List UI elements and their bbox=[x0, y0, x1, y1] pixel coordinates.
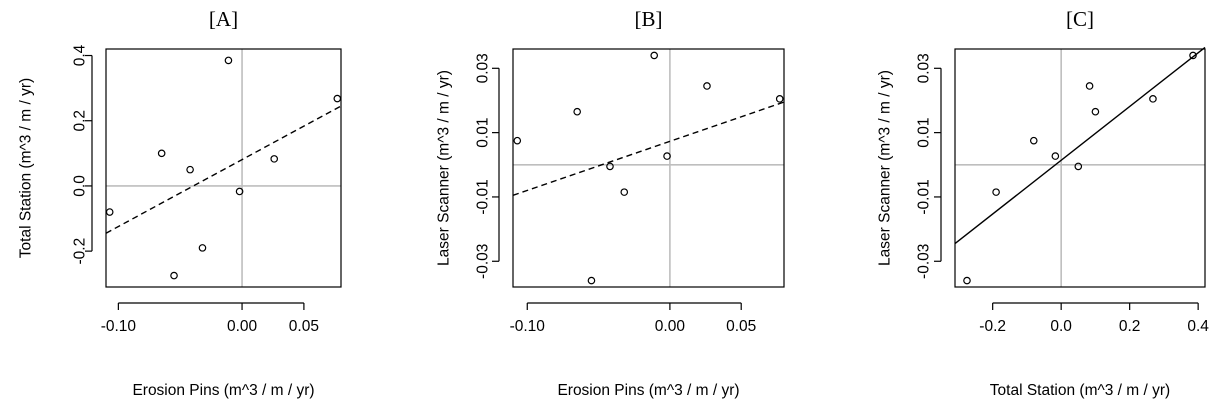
panel-b-y-tick-label-4: 0.03 bbox=[475, 53, 492, 83]
panel-c-point-8 bbox=[1149, 95, 1157, 103]
panel-c-x-tick-label-1: -0.2 bbox=[979, 318, 1006, 335]
panel-c-x-tick-label-4: 0.4 bbox=[1187, 318, 1209, 335]
panel-c-title: [C] bbox=[1066, 7, 1094, 31]
panel-c-point-1 bbox=[963, 276, 971, 285]
panel-b-point-7 bbox=[663, 152, 671, 160]
panel-c-y-tick-label-3: 0.01 bbox=[916, 118, 933, 148]
panel-a-point-3 bbox=[186, 165, 194, 174]
panel-a-title: [A] bbox=[209, 7, 238, 31]
panel-a: [A] -0.10 0.00 0.05 -0.2 0.0 0.2 0.4 Erosion Pin… bbox=[18, 7, 342, 399]
panel-c-point-5 bbox=[1074, 162, 1083, 171]
panel-a-x-tick-label-3: 0.05 bbox=[289, 318, 319, 335]
panel-a-point-8 bbox=[270, 155, 279, 163]
panel-a-x-tick-label-1: -0.10 bbox=[101, 318, 137, 335]
panel-c-point-3 bbox=[1029, 136, 1038, 145]
panel-a-y-axis-label: Total Station (m^3 / m / yr) bbox=[18, 78, 35, 258]
panel-c-point-7 bbox=[1091, 107, 1100, 116]
panel-a-point-5 bbox=[198, 244, 207, 252]
panel-b-fit-line bbox=[512, 101, 785, 196]
panel-a-y-tick-label-4: 0.4 bbox=[72, 44, 89, 66]
panel-c-x-tick-label-3: 0.2 bbox=[1119, 318, 1141, 335]
panel-a-point-6 bbox=[224, 56, 233, 65]
panel-c-fit-line bbox=[954, 46, 1206, 245]
panel-c-point-9 bbox=[1189, 51, 1197, 60]
panel-a-y-tick-label-1: -0.2 bbox=[72, 238, 89, 265]
panel-b-x-tick-label-3: 0.05 bbox=[726, 318, 756, 335]
panel-b-y-tick-label-1: -0.03 bbox=[475, 244, 492, 279]
panel-b-y-axis-label: Laser Scanner (m^3 / m / yr) bbox=[436, 70, 453, 266]
panel-c-y-tick-label-1: -0.03 bbox=[916, 244, 933, 279]
panel-c-plot-frame bbox=[954, 48, 1206, 288]
panel-a-point-9 bbox=[333, 94, 342, 103]
panel-a-fit-line bbox=[105, 105, 342, 234]
panel-c-y-tick-label-4: 0.03 bbox=[916, 53, 933, 83]
panel-a-point-1 bbox=[105, 208, 114, 216]
panel-a-point-4 bbox=[170, 271, 178, 280]
panel-c-x-axis-label: Total Station (m^3 / m / yr) bbox=[990, 382, 1170, 399]
panel-c-point-4 bbox=[1051, 152, 1060, 160]
panel-b-point-8 bbox=[703, 82, 711, 90]
panel-b-point-5 bbox=[620, 188, 629, 196]
panel-b-point-1 bbox=[513, 136, 522, 145]
panel-a-y-tick-label-3: 0.2 bbox=[72, 110, 89, 132]
panel-c-y-axis-label: Laser Scanner (m^3 / m / yr) bbox=[877, 70, 894, 266]
panel-c-point-2 bbox=[992, 188, 1000, 196]
panel-c-x-tick-label-2: 0.0 bbox=[1050, 318, 1072, 335]
panel-b-x-tick-label-2: 0.00 bbox=[655, 318, 686, 335]
panel-a-plot-frame bbox=[105, 48, 342, 288]
panel-c-point-6 bbox=[1085, 82, 1094, 90]
panel-b-plot-frame bbox=[512, 48, 785, 288]
panel-b-x-axis-label: Erosion Pins (m^3 / m / yr) bbox=[557, 382, 739, 399]
panel-a-point-7 bbox=[235, 187, 244, 196]
panel-b-point-2 bbox=[573, 107, 581, 116]
panel-c-y-tick-label-2: -0.01 bbox=[916, 179, 933, 214]
panel-a-point-2 bbox=[157, 149, 166, 158]
panel-a-x-axis-label: Erosion Pins (m^3 / m / yr) bbox=[132, 382, 314, 399]
panel-b-x-tick-label-1: -0.10 bbox=[510, 318, 546, 335]
panel-b-y-tick-label-2: -0.01 bbox=[475, 179, 492, 214]
panel-a-y-tick-label-2: 0.0 bbox=[72, 175, 89, 197]
panel-b-title: [B] bbox=[635, 7, 663, 31]
panel-b: [B] -0.10 0.00 0.05 -0.03 -0.01 0.01 0.03 Erosio… bbox=[436, 7, 785, 399]
panel-b-y-tick-label-3: 0.01 bbox=[475, 118, 492, 148]
panel-b-point-3 bbox=[606, 162, 614, 171]
panel-a-x-tick-label-2: 0.00 bbox=[227, 318, 258, 335]
panel-b-point-4 bbox=[587, 276, 596, 285]
panel-b-point-6 bbox=[650, 51, 659, 60]
panel-b-point-9 bbox=[775, 95, 784, 103]
panel-c: [C] -0.2 0.0 0.2 0.4 -0.03 -0.01 0.01 0.03 Total … bbox=[877, 7, 1210, 399]
